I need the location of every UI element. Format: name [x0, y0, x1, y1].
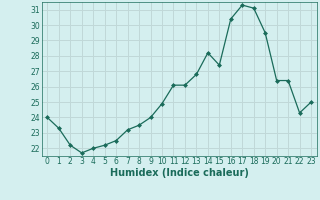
- X-axis label: Humidex (Indice chaleur): Humidex (Indice chaleur): [110, 168, 249, 178]
